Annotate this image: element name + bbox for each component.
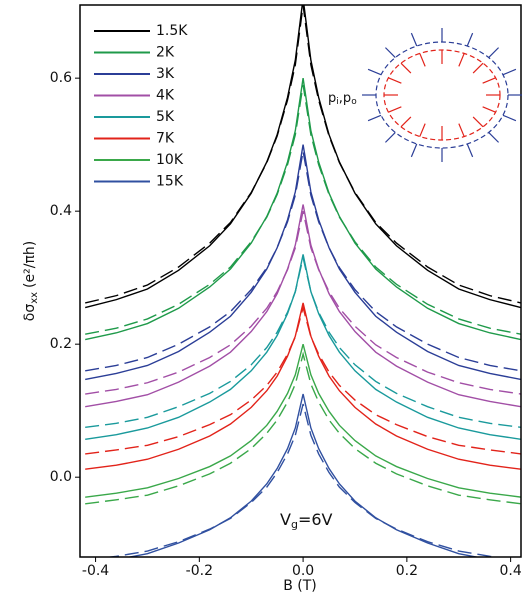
inset-arrow-out bbox=[502, 68, 517, 76]
annotation-main: V bbox=[280, 510, 291, 529]
fit-line bbox=[85, 151, 521, 372]
y-tick-label: 0.0 bbox=[50, 469, 72, 485]
legend-label: 15K bbox=[156, 174, 184, 190]
inset-arrow-in bbox=[419, 53, 426, 67]
data-line bbox=[85, 344, 521, 498]
inset-arrow-in bbox=[472, 62, 484, 74]
inset-arrow-out bbox=[367, 114, 382, 122]
inset-b: p bbox=[343, 91, 351, 106]
inset-arrow-out bbox=[466, 143, 474, 158]
x-tick-label: 0.0 bbox=[292, 563, 314, 579]
inset-arrow-out bbox=[385, 132, 396, 143]
legend-label: 4K bbox=[156, 88, 175, 104]
y-tick-label: 0.2 bbox=[50, 336, 72, 352]
inset-arrow-out bbox=[488, 47, 499, 58]
inset-b-sub: o bbox=[351, 97, 357, 107]
inset-label: pi,po bbox=[328, 91, 357, 107]
inset-arrow-out bbox=[367, 68, 382, 76]
y-label-symbol: δσ bbox=[22, 304, 38, 322]
plot-area bbox=[85, 5, 521, 557]
x-tick-label: 0.4 bbox=[499, 563, 521, 579]
data-line bbox=[85, 5, 521, 309]
data-line bbox=[85, 144, 521, 381]
inset-arrow-in bbox=[419, 123, 426, 137]
inset-arrow-out bbox=[466, 32, 474, 47]
data-line bbox=[126, 393, 480, 557]
fit-line bbox=[85, 351, 521, 505]
inset-arrow-in bbox=[458, 53, 465, 67]
data-line bbox=[85, 302, 521, 470]
fit-line bbox=[85, 211, 521, 395]
x-axis-label: B (T) bbox=[283, 578, 317, 594]
y-axis-label: δσxx (e²/πh) bbox=[22, 241, 40, 321]
fit-line bbox=[85, 257, 521, 429]
inset-a-sub: i bbox=[336, 97, 339, 107]
x-tick-label: -0.4 bbox=[82, 563, 109, 579]
inset-arrow-out bbox=[502, 114, 517, 122]
legend-label: 5K bbox=[156, 109, 175, 125]
inset-arrow-in bbox=[400, 62, 412, 74]
fit-line bbox=[85, 84, 521, 335]
inset-arrow-out bbox=[410, 143, 418, 158]
inset-arrow-in bbox=[388, 77, 402, 84]
annotation-rest: =6V bbox=[298, 510, 333, 529]
legend-label: 10K bbox=[156, 152, 184, 168]
fit-line bbox=[85, 5, 521, 304]
inset-arrow-in bbox=[482, 106, 496, 113]
inset-sep: , bbox=[339, 91, 343, 106]
data-line bbox=[85, 204, 521, 408]
inset-arrow-out bbox=[410, 32, 418, 47]
inset-arrow-in bbox=[388, 106, 402, 113]
data-line bbox=[85, 78, 521, 341]
inset-arrow-in bbox=[400, 116, 412, 128]
fit-line bbox=[85, 304, 521, 455]
plot-frame bbox=[79, 4, 522, 558]
annotation: Vg=6V bbox=[280, 510, 333, 532]
y-label-unit: (e²/πh) bbox=[22, 241, 38, 288]
inset-arrow-in bbox=[482, 77, 496, 84]
data-line bbox=[85, 254, 521, 440]
legend-label: 3K bbox=[156, 66, 175, 82]
inset-arrow-out bbox=[385, 47, 396, 58]
inset-arrow-in bbox=[472, 116, 484, 128]
legend-label: 7K bbox=[156, 131, 175, 147]
inset-arrow-out bbox=[488, 132, 499, 143]
legend-label: 1.5K bbox=[156, 23, 188, 39]
inset-a: p bbox=[328, 91, 336, 106]
y-tick-label: 0.4 bbox=[50, 203, 72, 219]
x-tick-label: 0.2 bbox=[396, 563, 418, 579]
inset-diagram: pi,po bbox=[328, 28, 522, 162]
legend-label: 2K bbox=[156, 45, 175, 61]
y-label-sub: xx bbox=[29, 292, 40, 304]
fit-line bbox=[105, 403, 501, 557]
inset-arrow-in bbox=[458, 123, 465, 137]
annotation-sub: g bbox=[291, 518, 298, 531]
y-tick-label: 0.6 bbox=[50, 70, 72, 86]
x-tick-label: -0.2 bbox=[186, 563, 213, 579]
